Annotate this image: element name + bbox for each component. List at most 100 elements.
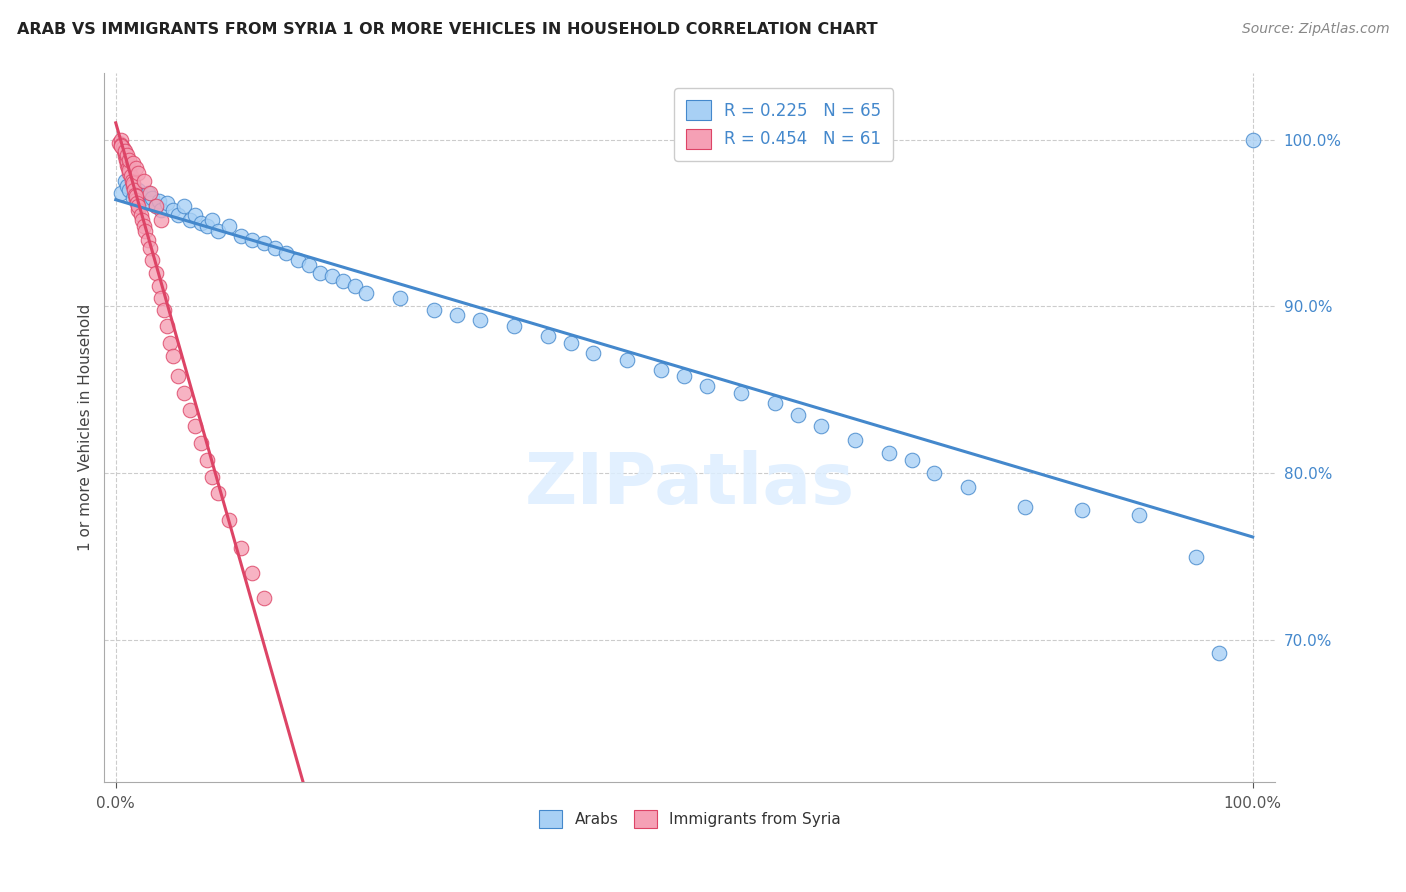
Point (468, 312, 491, 326)
Point (924, 466, 946, 480)
Point (184, 208, 207, 222)
Point (332, 274, 354, 288)
Point (218, 513, 240, 527)
Point (1241, 133, 1264, 147)
Point (125, 186, 148, 200)
Point (134, 191, 156, 205)
Point (218, 219, 240, 234)
Point (115, 179, 138, 194)
Point (118, 183, 141, 197)
Point (207, 224, 229, 238)
Point (1071, 503, 1094, 517)
Point (122, 183, 145, 197)
Point (118, 162, 141, 177)
Point (810, 419, 832, 434)
Point (125, 161, 148, 175)
Point (148, 279, 170, 293)
Point (388, 291, 411, 305)
Point (616, 352, 638, 367)
Point (321, 269, 343, 284)
Point (118, 153, 141, 167)
Point (120, 169, 142, 184)
Point (110, 133, 132, 147)
Point (1185, 549, 1208, 564)
Point (127, 166, 149, 180)
Point (156, 319, 179, 334)
Point (207, 486, 229, 500)
Point (201, 469, 224, 483)
Point (148, 194, 170, 209)
Point (136, 186, 159, 200)
Point (229, 541, 252, 556)
Point (134, 224, 156, 238)
Point (110, 139, 132, 153)
Point (173, 386, 195, 401)
Point (141, 191, 163, 205)
Point (114, 146, 136, 161)
Point (162, 350, 184, 364)
Point (141, 252, 163, 267)
Point (121, 174, 143, 188)
Point (150, 212, 173, 227)
Point (1208, 646, 1230, 660)
Point (190, 436, 212, 450)
Point (167, 369, 190, 384)
Y-axis label: 1 or more Vehicles in Household: 1 or more Vehicles in Household (79, 303, 93, 551)
Point (179, 402, 201, 417)
Point (134, 219, 156, 234)
Point (145, 199, 167, 213)
Point (112, 145, 135, 159)
Point (115, 147, 138, 161)
Point (162, 202, 184, 217)
Point (131, 212, 153, 227)
Point (110, 137, 132, 152)
Point (127, 183, 149, 197)
Point (115, 158, 138, 172)
Point (730, 386, 752, 401)
Point (179, 212, 201, 227)
Point (150, 202, 173, 217)
Legend: Arabs, Immigrants from Syria: Arabs, Immigrants from Syria (533, 804, 846, 834)
Point (167, 208, 190, 222)
Point (240, 566, 263, 581)
Point (696, 379, 718, 393)
Point (252, 235, 274, 250)
Point (1014, 500, 1036, 514)
Point (343, 279, 366, 293)
Text: ARAB VS IMMIGRANTS FROM SYRIA 1 OR MORE VEHICLES IN HOUSEHOLD CORRELATION CHART: ARAB VS IMMIGRANTS FROM SYRIA 1 OR MORE … (17, 22, 877, 37)
Point (139, 196, 162, 211)
Point (423, 302, 446, 317)
Point (115, 154, 138, 169)
Point (787, 408, 810, 422)
Point (502, 319, 524, 334)
Point (145, 266, 167, 280)
Point (446, 308, 468, 322)
Point (240, 233, 263, 247)
Point (201, 212, 224, 227)
Point (145, 199, 167, 213)
Point (276, 246, 298, 260)
Point (114, 174, 136, 188)
Point (121, 156, 143, 170)
Point (108, 136, 131, 150)
Point (900, 453, 922, 467)
Point (650, 363, 672, 377)
Point (152, 302, 174, 317)
Text: ZIPatlas: ZIPatlas (524, 450, 855, 518)
Point (298, 258, 321, 272)
Point (560, 336, 582, 351)
Point (121, 176, 143, 190)
Point (1128, 508, 1150, 522)
Point (115, 153, 138, 167)
Point (537, 329, 560, 343)
Point (173, 199, 195, 213)
Point (125, 193, 148, 207)
Point (136, 233, 159, 247)
Point (252, 591, 274, 606)
Point (139, 241, 162, 255)
Point (139, 186, 162, 200)
Point (190, 216, 212, 230)
Point (184, 419, 207, 434)
Point (156, 196, 179, 211)
Point (309, 266, 332, 280)
